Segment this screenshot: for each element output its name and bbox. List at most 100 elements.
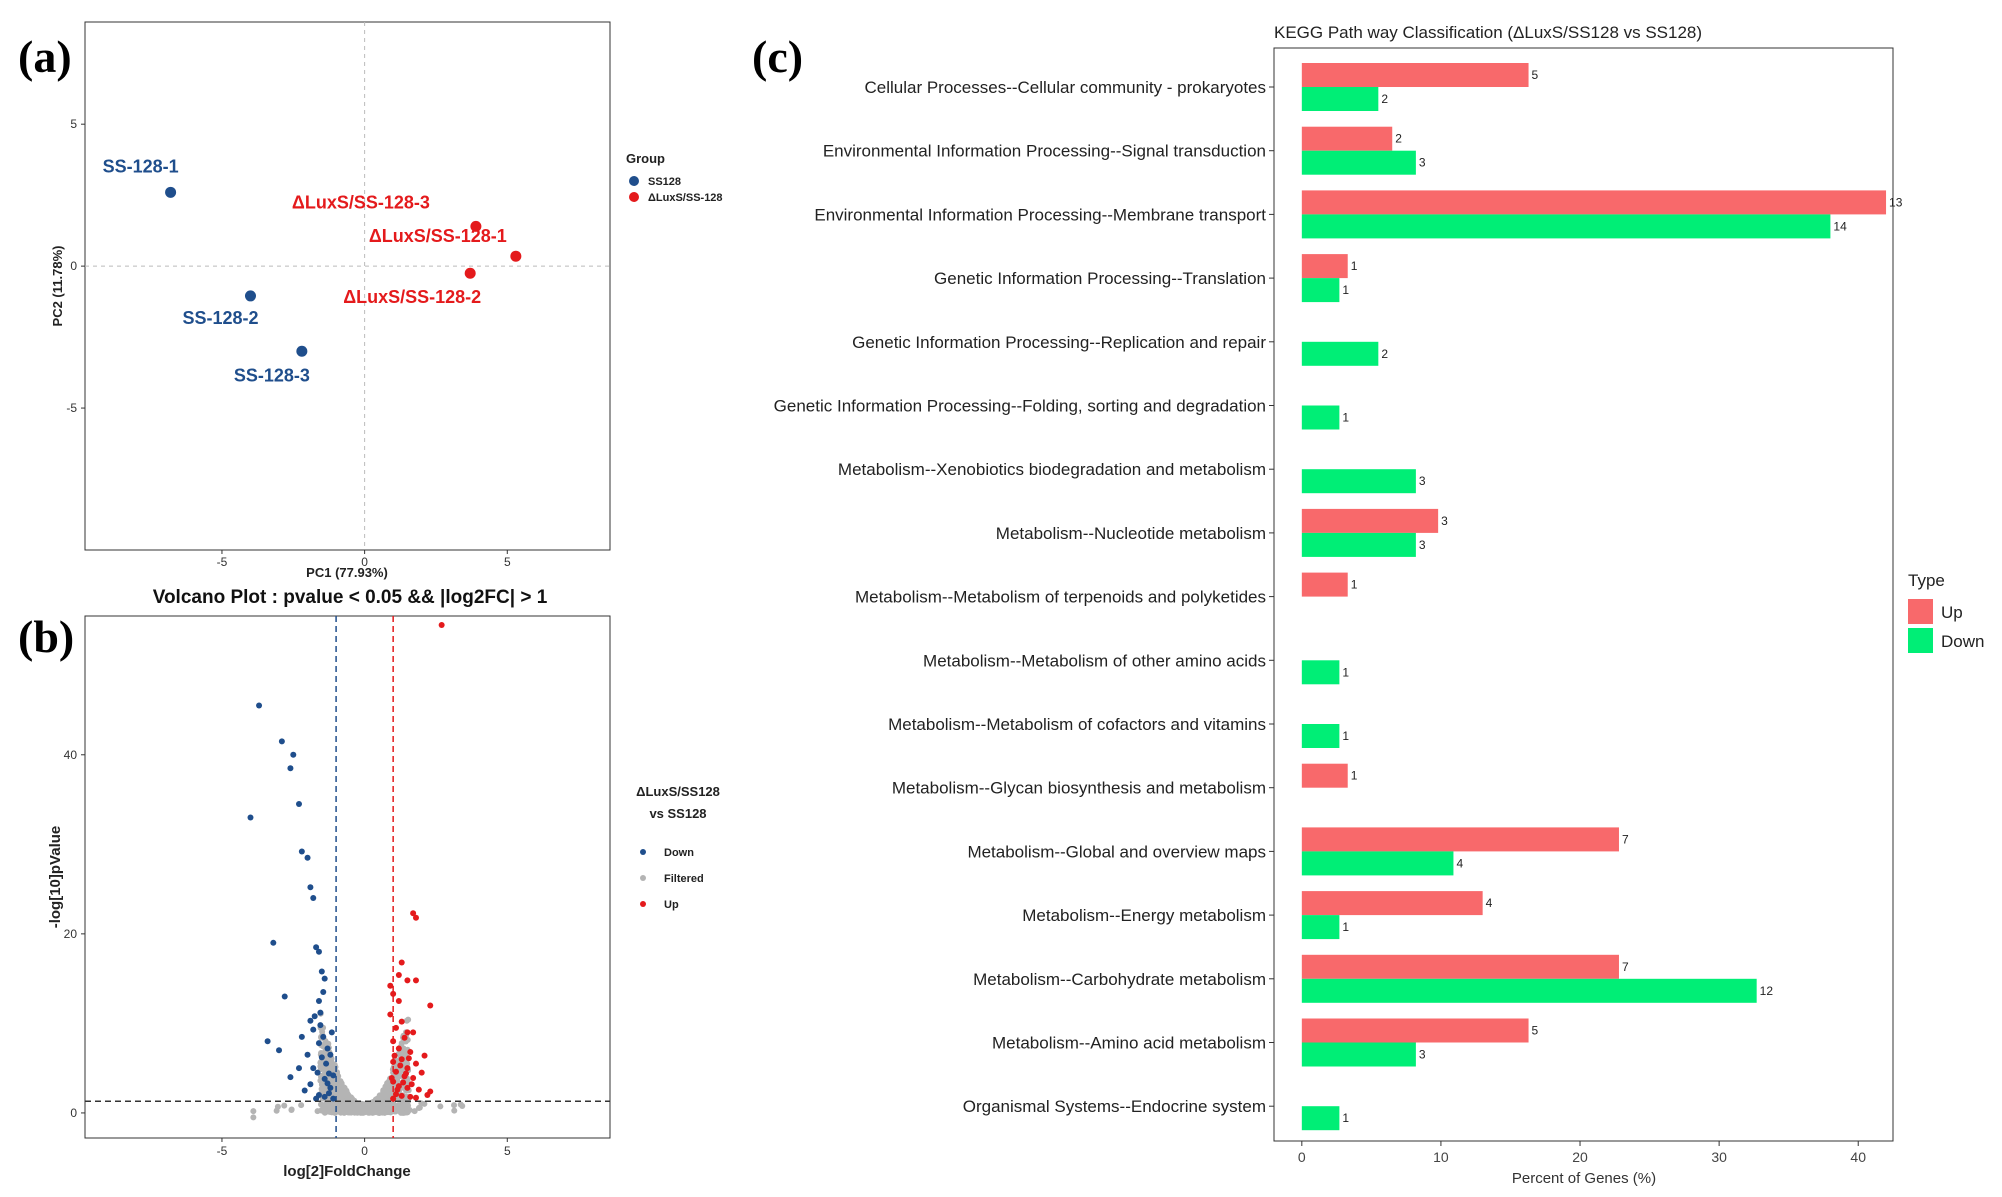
volcano-filtered-point [314,1108,321,1115]
pca-x-tick-label: -5 [217,555,228,569]
volcano-up-point [412,977,419,984]
kegg-category-label: Metabolism--Nucleotide metabolism [996,524,1266,543]
kegg-bar-count: 1 [1342,665,1349,679]
volcano-down-point [264,1038,271,1045]
volcano-x-tick-label: 0 [361,1144,368,1158]
kegg-category-label: Metabolism--Metabolism of terpenoids and… [855,588,1266,607]
volcano-filtered-point [383,1109,390,1116]
volcano-up-point [397,1062,404,1069]
pca-point-label: ΔLuxS/SS-128-3 [292,192,430,212]
kegg-bar-down [1301,150,1416,175]
pca-point [296,345,308,357]
kegg-bar-up [1301,891,1483,916]
volcano-filtered-point [321,1109,328,1116]
kegg-bar-count: 7 [1622,960,1629,974]
kegg-bar-count: 1 [1342,283,1349,297]
volcano-up-point [393,1068,400,1075]
volcano-down-point [287,765,294,772]
kegg-bar-down [1301,724,1340,748]
kegg-bar-down [1301,278,1340,303]
pca-frame [84,21,611,551]
kegg-bar-count: 14 [1833,219,1847,233]
pca-y-tick-label: 5 [70,117,77,131]
volcano-points [247,621,466,1121]
kegg-bar-down [1301,1042,1416,1067]
volcano-filtered-point [339,1089,346,1096]
volcano-down-point [317,1009,324,1016]
volcano-up-point [395,998,402,1005]
kegg-bar-count: 12 [1760,984,1774,998]
volcano-down-point [307,884,314,891]
kegg-category-label: Metabolism--Metabolism of other amino ac… [923,651,1266,670]
kegg-bar-up [1301,508,1439,533]
volcano-filtered-point [406,1106,413,1113]
pca-point [165,186,177,198]
kegg-bar-count: 1 [1351,769,1358,783]
volcano-up-point [404,977,411,984]
volcano-filtered-point [348,1104,355,1111]
volcano-y-tick-label: 40 [64,748,78,762]
volcano-threshold-lines [85,616,610,1138]
kegg-legend-label-up: Up [1941,603,1963,622]
pca-legend-title: Group [626,151,665,166]
volcano-down-point [304,1051,311,1058]
volcano-filtered-point [353,1105,360,1112]
kegg-category-label: Environmental Information Processing--Me… [814,205,1266,224]
pca-x-tick-label: 0 [361,555,368,569]
volcano-down-point [314,1069,321,1076]
volcano-down-point [310,1026,317,1033]
kegg-legend-title: Type [1908,571,1945,590]
volcano-up-point [404,1084,411,1091]
pca-legend: Group SS128 ΔLuxS/SS-128 [626,151,723,204]
volcano-filtered-point [250,1108,257,1115]
volcano-x-tick-label: -5 [217,1144,228,1158]
volcano-legend-title-2: vs SS128 [649,806,706,821]
kegg-bar-down [1301,915,1340,940]
kegg-category-label: Metabolism--Glycan biosynthesis and meta… [892,779,1266,798]
kegg-bar-count: 1 [1342,920,1349,934]
volcano-filtered-point [374,1101,381,1108]
kegg-bar-down [1301,405,1340,430]
volcano-filtered-point [451,1102,458,1109]
volcano-filtered-point [402,1049,409,1056]
volcano-up-point [427,1002,434,1009]
volcano-filtered-point [365,1107,372,1114]
volcano-filtered-point [411,1108,418,1115]
kegg-bar-down [1301,87,1379,111]
volcano-filtered-point [384,1087,391,1094]
volcano-up-point [412,1094,419,1101]
kegg-category-label: Metabolism--Metabolism of cofactors and … [888,715,1266,734]
kegg-category-label: Environmental Information Processing--Si… [823,142,1266,161]
kegg-bar-up [1301,1018,1529,1043]
kegg-category-label: Genetic Information Processing--Replicat… [852,333,1266,352]
kegg-category-label: Metabolism--Energy metabolism [1022,906,1266,925]
volcano-up-point [404,1029,411,1036]
kegg-bar-count: 2 [1381,347,1388,361]
volcano-down-point [324,1080,331,1087]
volcano-filtered-point [345,1094,352,1101]
kegg-bar-down [1301,214,1831,239]
volcano-down-point [307,1017,314,1024]
volcano-legend-title-1: ΔLuxS/SS128 [636,784,720,799]
kegg-category-label: Metabolism--Amino acid metabolism [992,1034,1266,1053]
volcano-filtered-point [329,1104,336,1111]
volcano-legend-swatch-down [640,849,646,855]
volcano-legend-label-down: Down [664,847,694,859]
kegg-category-label: Genetic Information Processing--Translat… [934,269,1266,288]
volcano-filtered-point [273,1107,280,1114]
volcano-up-point [418,1069,425,1076]
kegg-category-label: Metabolism--Carbohydrate metabolism [973,970,1266,989]
pca-point [470,220,482,232]
volcano-filtered-point [457,1101,464,1108]
volcano-down-point [315,998,322,1005]
volcano-up-point [438,621,445,628]
volcano-down-point [321,1075,328,1082]
volcano-legend: ΔLuxS/SS128 vs SS128 Down Filtered Up [636,784,720,911]
volcano-filtered-point [317,1059,324,1066]
panel-label-b: (b) [18,611,74,662]
volcano-up-point [387,1011,394,1018]
volcano-up-point [390,990,397,997]
volcano-up-point [421,1052,428,1059]
volcano-down-point [315,1040,322,1047]
